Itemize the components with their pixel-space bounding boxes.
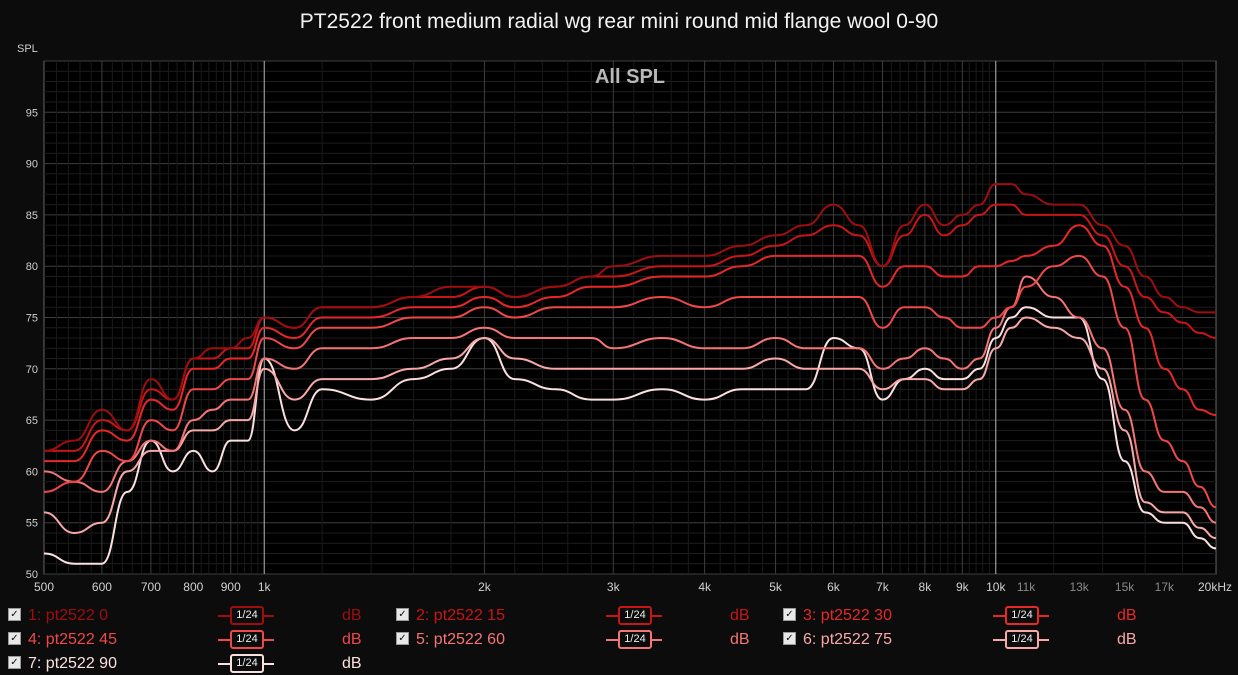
x-tick-label: 15k <box>1115 580 1135 594</box>
series-line-6 <box>44 316 1216 540</box>
x-tick-label: 4k <box>698 580 712 594</box>
smoothing-label: 1/24 <box>230 630 264 649</box>
series-line-5 <box>44 275 1216 524</box>
series-line-1 <box>44 183 1216 452</box>
x-tick-label: 8k <box>919 580 933 594</box>
legend-checkbox[interactable]: ✓ <box>8 632 21 645</box>
smoothing-selector[interactable]: 1/24 <box>218 606 274 625</box>
legend-unit: dB <box>342 631 362 648</box>
y-tick-label: 55 <box>26 518 38 530</box>
y-tick-label: 50 <box>26 569 38 581</box>
spl-chart[interactable]: All SPL SPL 50 55 60 65 70 75 80 85 90 95 500 600 700 8… <box>0 0 1238 600</box>
x-tick-label: 20kHz <box>1198 580 1232 594</box>
legend-item: ✓ 3: pt2522 30 1/24 dB <box>783 605 1143 625</box>
smoothing-selector[interactable]: 1/24 <box>218 630 274 649</box>
smoothing-label: 1/24 <box>230 654 264 673</box>
y-tick-label: 60 <box>26 466 38 478</box>
x-tick-label: 6k <box>827 580 841 594</box>
legend-unit: dB <box>342 607 362 624</box>
y-tick-label: 85 <box>26 210 38 222</box>
legend-unit: dB <box>1117 607 1137 624</box>
smoothing-selector[interactable]: 1/24 <box>993 606 1049 625</box>
series-line-3 <box>44 224 1216 463</box>
smoothing-label: 1/24 <box>1005 630 1039 649</box>
y-tick-label: 95 <box>26 107 38 119</box>
smoothing-selector[interactable]: 1/24 <box>218 654 274 673</box>
legend-item: ✓ 7: pt2522 90 1/24 dB <box>8 653 368 673</box>
legend-label: 7: pt2522 90 <box>28 655 117 672</box>
x-tick-label: 5k <box>769 580 783 594</box>
legend-item: ✓ 5: pt2522 60 1/24 dB <box>396 629 756 649</box>
x-tick-label: 700 <box>141 580 161 594</box>
legend-label: 2: pt2522 15 <box>416 607 505 624</box>
legend-checkbox[interactable]: ✓ <box>783 608 796 621</box>
legend-unit: dB <box>730 607 750 624</box>
x-tick-label: 17k <box>1155 580 1175 594</box>
y-tick-label: 80 <box>26 261 38 273</box>
legend-item: ✓ 2: pt2522 15 1/24 dB <box>396 605 756 625</box>
x-tick-label: 13k <box>1069 580 1089 594</box>
legend-label: 3: pt2522 30 <box>803 607 892 624</box>
legend-label: 5: pt2522 60 <box>416 631 505 648</box>
y-tick-label: 65 <box>26 415 38 427</box>
legend-checkbox[interactable]: ✓ <box>396 608 409 621</box>
smoothing-selector[interactable]: 1/24 <box>606 630 662 649</box>
legend-item: ✓ 4: pt2522 45 1/24 dB <box>8 629 368 649</box>
smoothing-label: 1/24 <box>618 630 652 649</box>
legend-checkbox[interactable]: ✓ <box>8 608 21 621</box>
smoothing-selector[interactable]: 1/24 <box>606 606 662 625</box>
series-line-4 <box>44 254 1216 509</box>
series-line-7 <box>44 306 1216 565</box>
x-tick-label: 10k <box>986 580 1006 594</box>
legend-item: ✓ 1: pt2522 0 1/24 dB <box>8 605 368 625</box>
legend-label: 4: pt2522 45 <box>28 631 117 648</box>
x-tick-label: 600 <box>92 580 112 594</box>
y-tick-label: 70 <box>26 364 38 376</box>
legend-label: 1: pt2522 0 <box>28 607 109 624</box>
legend-label: 6: pt2522 75 <box>803 631 892 648</box>
y-tick-label: 90 <box>26 159 38 171</box>
x-tick-label: 500 <box>34 580 54 594</box>
legend-checkbox[interactable]: ✓ <box>783 632 796 645</box>
y-tick-label: 75 <box>26 313 38 325</box>
legend-checkbox[interactable]: ✓ <box>396 632 409 645</box>
legend-item: ✓ 6: pt2522 75 1/24 dB <box>783 629 1143 649</box>
x-tick-label: 11k <box>1017 580 1036 594</box>
x-tick-label: 1k <box>258 580 272 594</box>
x-tick-label: 3k <box>607 580 621 594</box>
legend-unit: dB <box>342 655 362 672</box>
smoothing-selector[interactable]: 1/24 <box>993 630 1049 649</box>
plot-title: All SPL <box>595 66 665 88</box>
smoothing-label: 1/24 <box>1005 606 1039 625</box>
series-lines <box>44 183 1216 565</box>
legend-unit: dB <box>730 631 750 648</box>
x-tick-label: 9k <box>956 580 970 594</box>
x-tick-label: 900 <box>221 580 241 594</box>
x-tick-label: 800 <box>183 580 203 594</box>
series-line-2 <box>44 203 1216 452</box>
legend-unit: dB <box>1117 631 1137 648</box>
legend-checkbox[interactable]: ✓ <box>8 656 21 669</box>
x-tick-label: 2k <box>478 580 492 594</box>
x-tick-label: 7k <box>876 580 890 594</box>
y-axis-label: SPL <box>17 43 38 55</box>
window-title: PT2522 front medium radial wg rear mini … <box>299 10 939 33</box>
smoothing-label: 1/24 <box>618 606 652 625</box>
smoothing-label: 1/24 <box>230 606 264 625</box>
